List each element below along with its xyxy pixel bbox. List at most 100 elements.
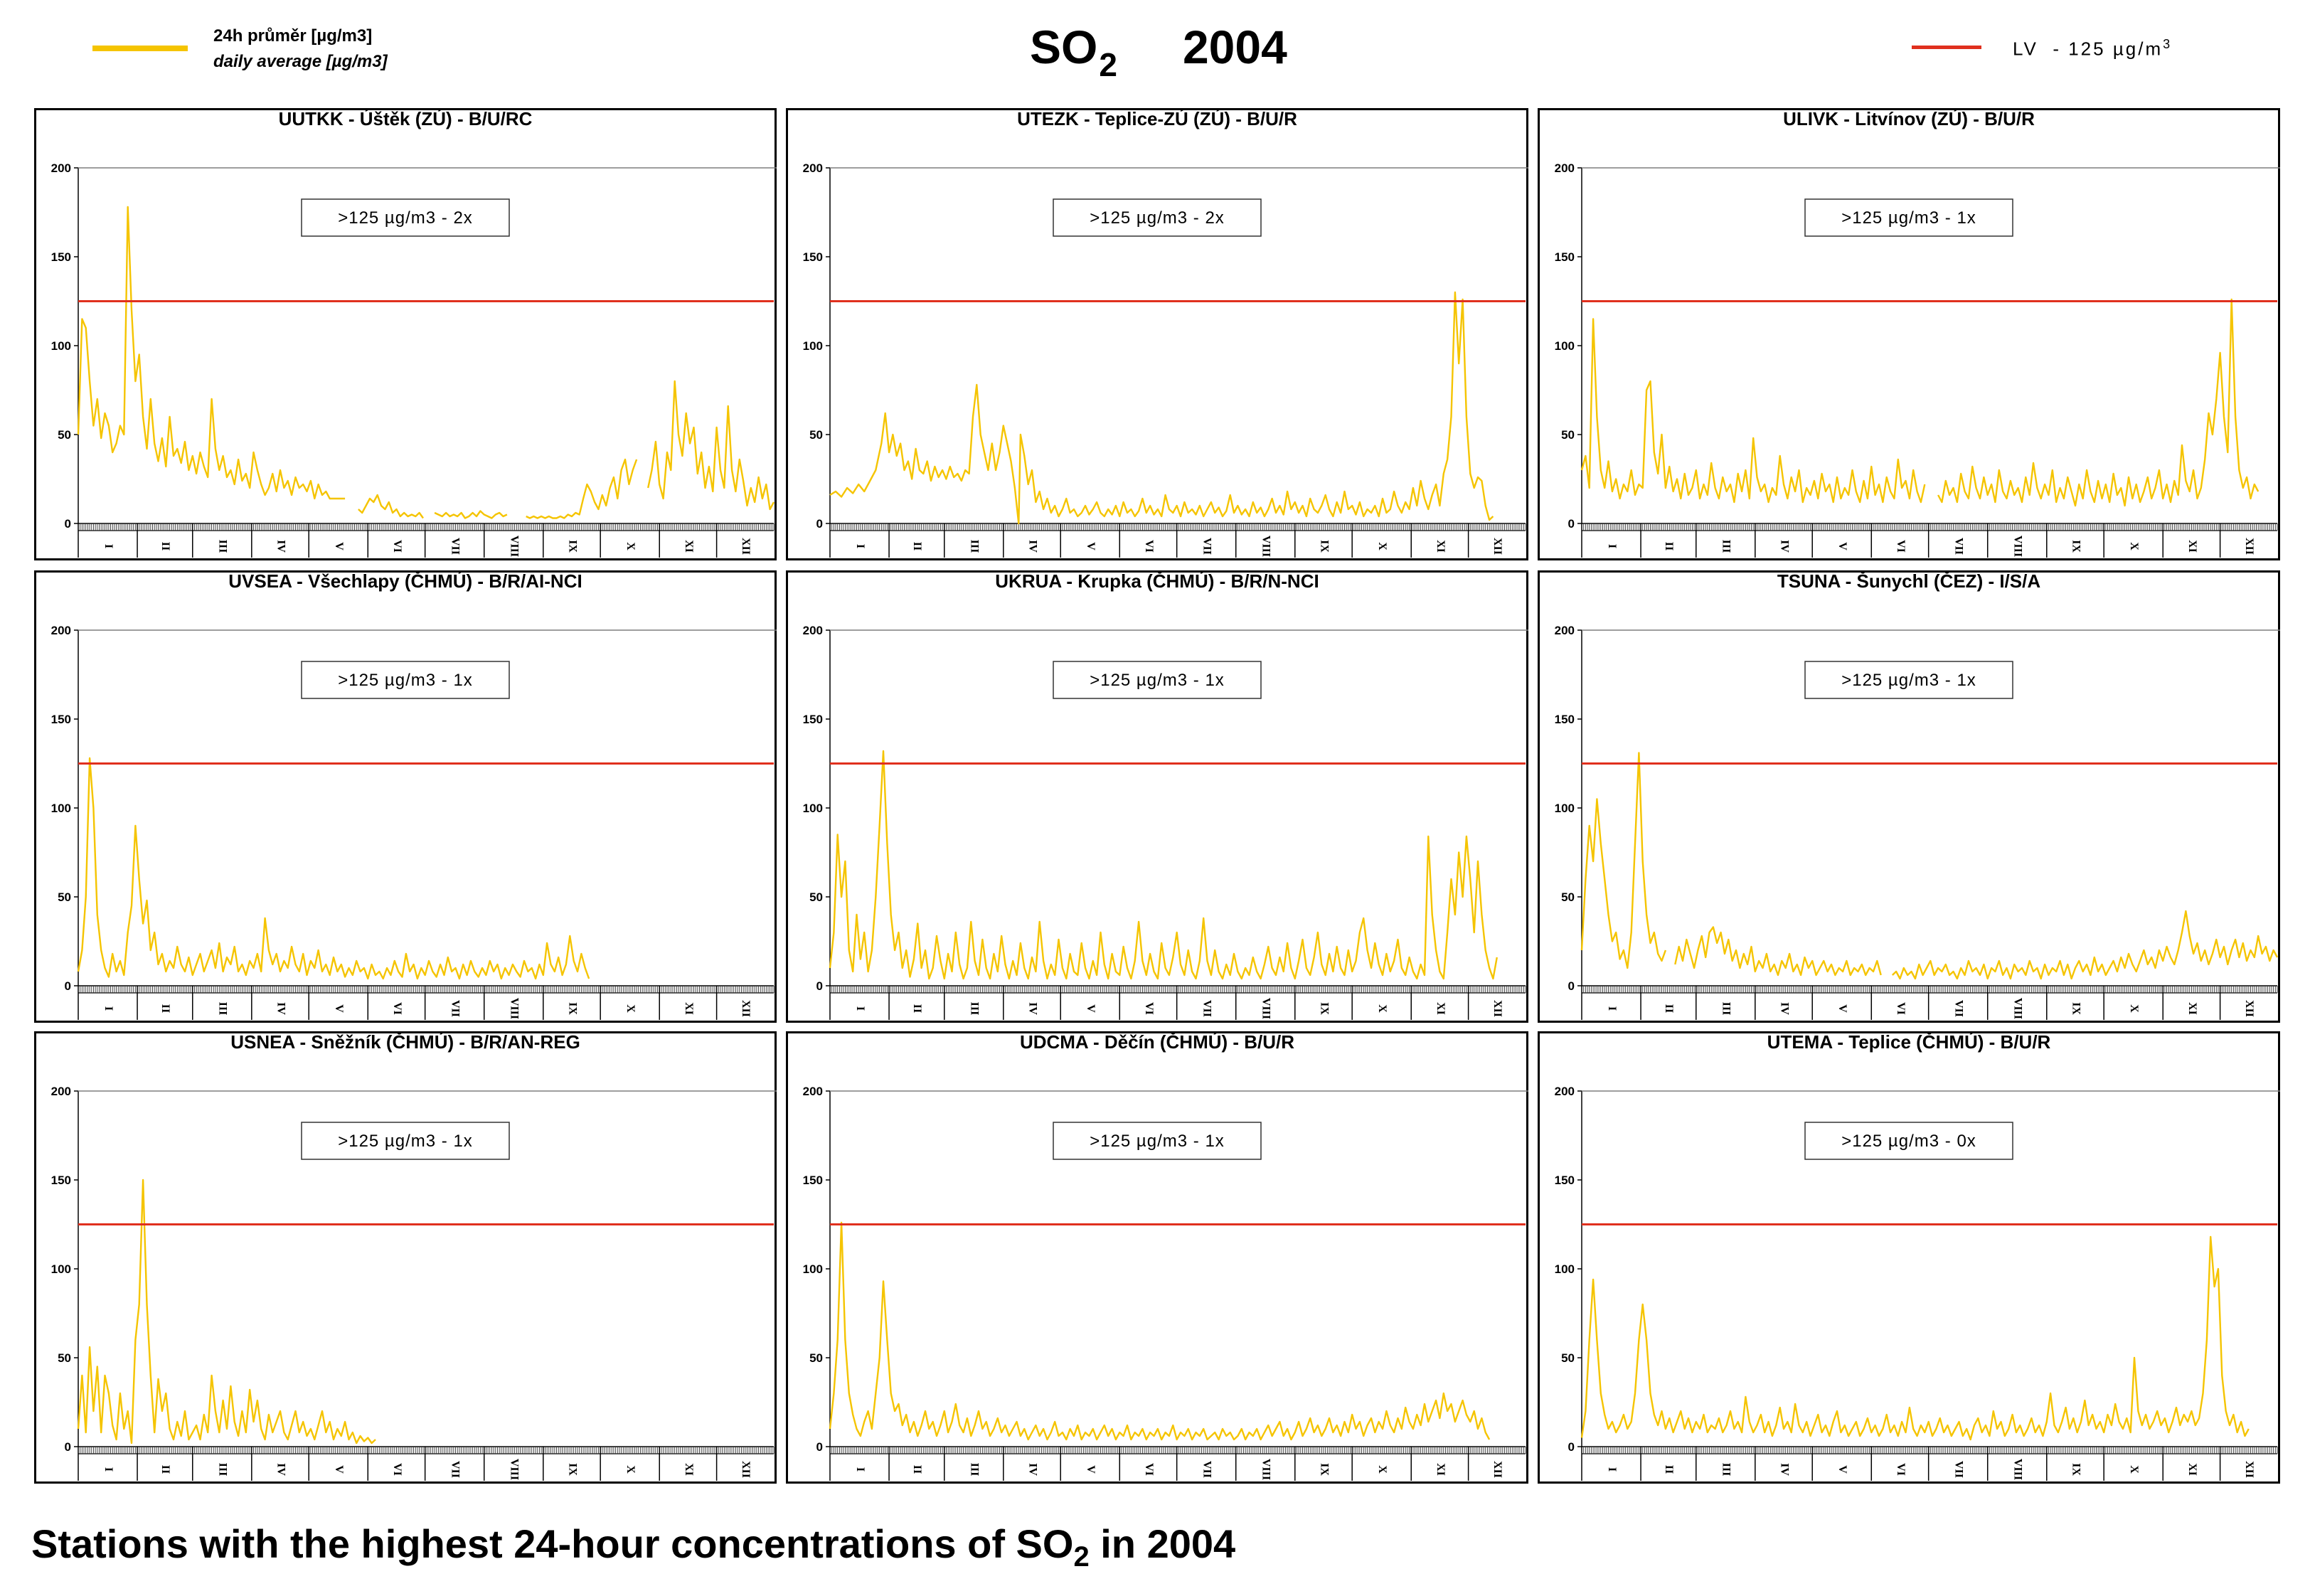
exceedance-box [1053,661,1262,699]
x-axis-day-ticks [1581,523,2278,531]
month-label-XI: XI [683,1463,695,1476]
chart-panel-usnea: USNEA - Sněžník (ČHMÚ) - B/R/AN-REG 0 50 10… [34,1031,777,1484]
month-label-XI: XI [2186,1463,2198,1476]
series-line-daily-average [1937,298,2260,507]
y-tick-label: 100 [803,1262,823,1276]
exceedance-label: >125 µg/m3 - 2x [338,208,473,228]
panel-frame [786,108,1528,560]
month-label-IX: IX [2070,540,2082,553]
page-title: SO2 2004 [1030,20,1287,83]
x-axis-day-ticks [78,523,775,531]
y-tick-label: 0 [65,979,71,993]
month-label-IX: IX [1318,1463,1330,1476]
exceedance-box [301,1122,510,1160]
month-label-II: II [159,1465,171,1474]
title-pollutant-subscript: 2 [1099,46,1117,83]
month-label-I: I [102,1467,115,1472]
y-tick-label: 100 [803,802,823,815]
month-label-III: III [1720,540,1732,553]
month-label-X: X [624,542,637,550]
month-label-XI: XI [1435,1002,1447,1015]
chart-panel-utezk: UTEZK - Teplice-ZÚ (ZÚ) - B/U/R 0 50 100 150… [786,108,1528,560]
chart-panel-utema: UTEMA - Teplice (ČHMÚ) - B/U/R 0 50 100 150 2… [1538,1031,2280,1484]
month-label-II: II [159,542,171,550]
month-label-XII: XII [740,1461,752,1478]
month-label-I: I [102,544,115,548]
month-label-X: X [1376,542,1388,550]
month-label-XII: XII [2243,538,2255,555]
month-label-V: V [333,1004,345,1013]
month-label-VIII: VIII [1260,1459,1272,1480]
month-label-XII: XII [2243,1461,2255,1478]
x-axis-day-ticks [1581,1446,2278,1454]
series-line-daily-average [434,510,508,519]
month-label-II: II [911,542,923,550]
exceedance-label: >125 µg/m3 - 1x [1090,671,1225,690]
y-tick-label: 150 [1555,1174,1575,1187]
month-label-VI: VI [391,1002,403,1015]
y-tick-label: 0 [1568,979,1575,993]
month-label-VII: VII [1201,1461,1213,1478]
y-tick-label: 200 [1555,161,1575,175]
panel-frame [786,1031,1528,1484]
month-label-III: III [969,1463,981,1477]
exceedance-label: >125 µg/m3 - 2x [1090,208,1225,228]
y-tick-label: 50 [1561,1351,1575,1365]
y-tick-label: 0 [1568,517,1575,531]
caption-subscript: 2 [1073,1541,1090,1573]
x-axis-day-ticks [1581,985,2278,994]
month-label-V: V [1836,542,1848,550]
month-label-X: X [624,1465,637,1474]
title-pollutant: SO [1030,21,1098,73]
exceedance-box [301,661,510,699]
series-line-daily-average [647,380,775,511]
month-label-VIII: VIII [2012,998,2024,1019]
series-line-daily-average [1580,318,1926,504]
series-line-daily-average [1580,752,1667,969]
month-label-IX: IX [566,540,578,553]
y-tick-label: 200 [803,624,823,637]
series-line-daily-average [1580,1235,2250,1441]
month-label-V: V [1085,1465,1097,1474]
month-label-VII: VII [449,1000,462,1017]
series-line-daily-average [77,206,346,500]
month-label-VII: VII [1201,538,1213,555]
y-tick-label: 50 [58,1351,71,1365]
y-tick-label: 100 [803,339,823,353]
month-label-I: I [854,544,866,548]
exceedance-box [1053,198,1262,237]
month-label-II: II [911,1465,923,1474]
month-label-V: V [1836,1465,1848,1474]
y-tick-label: 50 [809,890,823,904]
month-label-III: III [969,1002,981,1016]
y-tick-label: 100 [1555,802,1575,815]
exceedance-box [1053,1122,1262,1160]
y-tick-label: 200 [803,161,823,175]
series-line-daily-average [77,757,590,980]
legend-daily-label-cz: 24h průměr [µg/m3] [213,26,373,46]
month-label-XII: XII [740,538,752,555]
month-label-II: II [1663,1004,1675,1013]
month-label-V: V [1085,1004,1097,1013]
month-label-XII: XII [740,1000,752,1017]
y-tick-label: 150 [51,713,71,726]
month-label-VII: VII [449,538,462,555]
y-tick-label: 100 [51,1262,71,1276]
y-tick-label: 0 [1568,1440,1575,1454]
y-tick-label: 50 [809,428,823,442]
legend-limit-line [1912,46,1981,49]
month-label-VIII: VIII [509,536,521,557]
chart-panel-tsuna: TSUNA - Šunychl (ČEZ) - I/S/A 0 50 100 150 20… [1538,570,2280,1023]
title-year: 2004 [1182,21,1287,73]
month-label-IV: IV [1778,1463,1790,1476]
month-label-III: III [217,540,229,553]
y-tick-label: 50 [1561,428,1575,442]
panel-title: UUTKK - Úštěk (ZÚ) - B/U/RC [279,108,533,129]
month-label-IV: IV [275,1002,287,1015]
month-label-IV: IV [1778,1002,1790,1015]
panel-title: UTEZK - Teplice-ZÚ (ZÚ) - B/U/R [1017,108,1297,129]
y-tick-label: 50 [58,428,71,442]
series-line-daily-average [526,458,638,519]
chart-header: 24h průměr [µg/m3] daily average [µg/m3]… [0,0,2310,100]
series-line-daily-average [358,494,424,519]
